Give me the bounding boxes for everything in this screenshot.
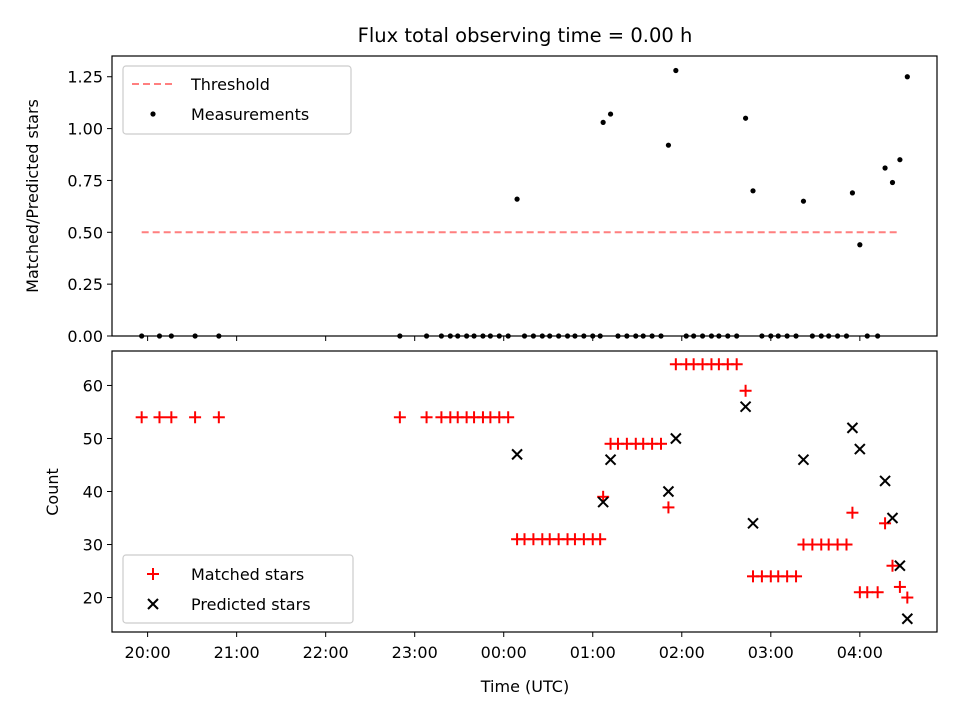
legend-predicted-swatch bbox=[147, 598, 159, 610]
legend-threshold-label: Threshold bbox=[190, 75, 270, 94]
top-y-tick-label: 0.00 bbox=[67, 327, 103, 346]
matched-star-point bbox=[790, 570, 803, 583]
measurement-point bbox=[673, 67, 679, 74]
bottom-legend-box bbox=[122, 554, 354, 624]
predicted-star-point bbox=[901, 613, 914, 625]
predicted-star-point bbox=[604, 453, 617, 466]
matched-star-point bbox=[886, 559, 899, 572]
measurement-point bbox=[742, 115, 749, 121]
matched-star-point bbox=[893, 580, 906, 593]
predicted-star-point bbox=[879, 475, 891, 487]
legend-measurements-label: Measurements bbox=[191, 105, 309, 124]
bottom-y-tick-label: 40 bbox=[83, 483, 103, 502]
bottom-legend: Matched stars Predicted stars bbox=[122, 554, 354, 624]
bottom-x-tick-label: 04:00 bbox=[837, 643, 883, 662]
legend-matched-label: Matched stars bbox=[191, 565, 304, 584]
bottom-y-axis-label: Count bbox=[43, 468, 62, 516]
matched-star-point bbox=[871, 586, 884, 599]
matched-star-point bbox=[739, 384, 752, 397]
top-y-axis-label: Matched/Predicted stars bbox=[23, 99, 42, 293]
matched-star-point bbox=[393, 411, 406, 424]
predicted-star-point bbox=[894, 560, 906, 572]
predicted-star-point bbox=[854, 443, 866, 455]
measurement-point bbox=[897, 157, 903, 163]
bottom-x-tick-label: 21:00 bbox=[214, 643, 260, 662]
matched-star-point bbox=[730, 358, 743, 371]
bottom-x-tick-label: 01:00 bbox=[570, 643, 616, 662]
predicted-star-point bbox=[670, 432, 682, 445]
top-axes-frame bbox=[111, 55, 938, 337]
measurement-point bbox=[904, 74, 910, 80]
matched-star-point bbox=[846, 506, 859, 519]
measurement-point bbox=[882, 165, 888, 171]
matched-star-point bbox=[840, 538, 853, 551]
matched-star-point bbox=[135, 411, 148, 424]
legend-matched-swatch bbox=[147, 568, 159, 580]
bottom-x-tick-label: 22:00 bbox=[303, 643, 349, 662]
bottom-y-tick-label: 50 bbox=[83, 429, 103, 448]
bottom-axes-frame bbox=[111, 350, 938, 633]
top-y-tick-label: 0.50 bbox=[67, 223, 103, 242]
measurement-point bbox=[857, 242, 863, 248]
bottom-x-axis-label: Time (UTC) bbox=[480, 677, 569, 696]
measurement-point bbox=[750, 188, 756, 194]
bottom-y-tick-label: 20 bbox=[83, 589, 103, 608]
predicted-star-point bbox=[511, 448, 523, 461]
matched-star-point bbox=[901, 591, 914, 604]
measurement-point bbox=[600, 119, 606, 125]
top-legend: Threshold Measurements bbox=[122, 65, 352, 135]
matched-star-point bbox=[594, 533, 607, 546]
predicted-star-point bbox=[797, 453, 810, 466]
matched-star-point bbox=[879, 517, 892, 530]
top-legend-box bbox=[122, 65, 352, 135]
matched-star-point bbox=[153, 411, 166, 424]
matched-star-point bbox=[420, 411, 433, 424]
chart-title: Flux total observing time = 0.00 h bbox=[358, 24, 693, 47]
matched-star-point bbox=[189, 411, 202, 424]
predicted-star-point bbox=[747, 517, 759, 530]
top-y-tick-label: 1.00 bbox=[67, 120, 103, 139]
predicted-star-point bbox=[597, 496, 609, 508]
measurement-point bbox=[849, 190, 856, 196]
matched-star-point bbox=[669, 358, 682, 371]
bottom-y-tick-label: 60 bbox=[83, 376, 103, 395]
matched-star-point bbox=[502, 411, 515, 424]
measurement-point bbox=[889, 179, 896, 186]
bottom-plot-area: 20 30 40 50 60 20:00 21:00 22:00 23:00 00:00 01:00… bbox=[83, 358, 914, 662]
measurement-point bbox=[607, 111, 614, 117]
predicted-star-point bbox=[846, 422, 859, 434]
bottom-x-tick-label: 00:00 bbox=[481, 643, 527, 662]
bottom-y-tick-label: 30 bbox=[83, 536, 103, 555]
top-y-tick-label: 1.25 bbox=[67, 68, 103, 87]
bottom-x-tick-label: 02:00 bbox=[659, 643, 705, 662]
bottom-x-tick-label: 23:00 bbox=[392, 643, 438, 662]
predicted-star-point bbox=[739, 400, 752, 413]
matched-star-point bbox=[662, 501, 675, 514]
bottom-x-tick-label: 03:00 bbox=[748, 643, 794, 662]
legend-measurements-swatch bbox=[150, 111, 156, 117]
matched-star-point bbox=[861, 586, 874, 599]
predicted-star-point bbox=[662, 485, 675, 498]
matched-star-point bbox=[212, 411, 225, 424]
legend-predicted-label: Predicted stars bbox=[191, 595, 311, 614]
bottom-x-tick-label: 20:00 bbox=[125, 643, 171, 662]
top-y-tick-label: 0.25 bbox=[67, 275, 103, 294]
matched-star-point bbox=[655, 437, 668, 450]
matched-star-point bbox=[165, 411, 178, 424]
predicted-star-point bbox=[886, 512, 899, 524]
top-y-tick-label: 0.75 bbox=[67, 171, 103, 190]
measurement-point bbox=[800, 198, 807, 204]
measurement-point bbox=[665, 142, 672, 148]
measurement-point bbox=[514, 196, 520, 202]
